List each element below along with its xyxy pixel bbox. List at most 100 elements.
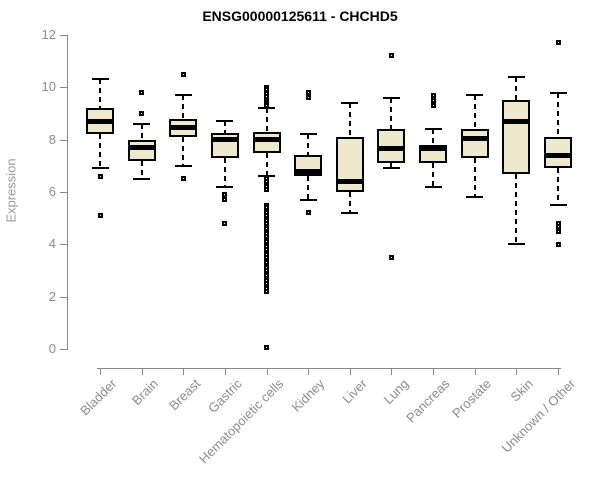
median-line-breast (169, 125, 198, 131)
box-skin (502, 100, 531, 174)
whisker-cap-lower-prostate (466, 196, 484, 199)
category-label-unknown-other: Unknown / Other (498, 376, 578, 456)
whisker-lower-unknown-other (557, 168, 560, 206)
whisker-upper-unknown-other (557, 92, 560, 138)
whisker-cap-lower-unknown-other (549, 204, 567, 207)
box-unknown-other (544, 137, 573, 169)
whisker-cap-upper-prostate (466, 94, 484, 97)
category-label-bladder: Bladder (77, 376, 120, 419)
y-tick (60, 35, 67, 36)
category-label-breast: Breast (165, 376, 203, 414)
whisker-cap-upper-gastric (216, 120, 234, 123)
whisker-upper-brain (140, 123, 143, 140)
category-label-liver: Liver (338, 376, 370, 407)
whisker-cap-lower-skin (507, 243, 525, 246)
category-label-skin: Skin (507, 376, 537, 405)
whisker-cap-lower-brain (133, 177, 151, 180)
y-tick-label: 4 (48, 236, 56, 252)
outlier-point-unknown-other (555, 40, 561, 46)
y-tick (60, 192, 67, 193)
whisker-upper-bladder (99, 79, 101, 109)
whisker-upper-pancreas (432, 129, 435, 145)
y-tick-label: 2 (48, 288, 56, 304)
outlier-point-kidney (305, 90, 311, 96)
whisker-cap-upper-unknown-other (549, 91, 567, 94)
outlier-point-hematopoietic-cells (264, 103, 270, 109)
median-line-lung (377, 146, 406, 152)
x-tick (224, 368, 226, 375)
outlier-point-gastric (222, 192, 228, 198)
y-tick (60, 87, 67, 89)
whisker-cap-lower-pancreas (424, 185, 442, 188)
whisker-cap-lower-gastric (216, 185, 234, 188)
y-tick-label: 0 (48, 341, 56, 356)
outlier-point-lung (388, 53, 394, 59)
whisker-cap-upper-pancreas (424, 128, 442, 131)
outlier-point-pancreas (430, 97, 436, 103)
outlier-point-bladder (97, 173, 103, 179)
median-line-hematopoietic-cells (252, 137, 281, 143)
outlier-point-gastric (222, 220, 228, 226)
x-tick (100, 368, 101, 375)
x-tick (349, 368, 351, 375)
whisker-cap-lower-liver (341, 211, 359, 214)
outlier-point-unknown-other (555, 241, 561, 247)
whisker-cap-upper-breast (174, 94, 192, 97)
whisker-upper-liver (348, 103, 351, 138)
y-tick (60, 296, 67, 298)
y-tick-label: 10 (41, 79, 56, 95)
median-line-skin (502, 118, 531, 124)
y-tick (60, 244, 67, 246)
outlier-point-unknown-other (555, 223, 561, 229)
whisker-cap-upper-bladder (91, 78, 109, 81)
median-line-prostate (460, 135, 489, 141)
outlier-point-brain (139, 111, 145, 116)
whisker-cap-lower-hematopoietic-cells (258, 175, 276, 178)
whisker-cap-lower-lung (382, 167, 400, 170)
outlier-point-pancreas (430, 92, 436, 98)
whisker-upper-kidney (307, 134, 310, 156)
outlier-point-gastric (222, 197, 228, 203)
outlier-point-kidney (305, 95, 311, 101)
median-line-brain (127, 145, 156, 151)
whisker-cap-upper-liver (341, 102, 359, 105)
whisker-upper-gastric (223, 121, 226, 134)
y-tick-label: 6 (48, 184, 56, 199)
whisker-cap-upper-brain (133, 122, 151, 125)
outlier-point-hematopoietic-cells (264, 186, 270, 192)
x-tick (391, 368, 393, 375)
median-line-gastric (210, 137, 239, 143)
box-hematopoietic-cells (252, 131, 281, 153)
x-tick (558, 368, 560, 375)
y-axis-line (67, 35, 68, 350)
whisker-cap-upper-kidney (299, 133, 317, 136)
outlier-point-breast (180, 176, 186, 182)
x-tick (266, 368, 268, 375)
outlier-point-lung (388, 254, 394, 260)
y-tick-label: 12 (41, 27, 56, 42)
whisker-upper-prostate (473, 95, 476, 130)
y-tick (60, 349, 67, 350)
whisker-upper-skin (515, 76, 518, 101)
whisker-cap-upper-skin (507, 75, 525, 78)
x-tick (516, 368, 518, 375)
category-label-kidney: Kidney (289, 376, 328, 415)
box-lung (377, 129, 406, 164)
whisker-lower-kidney (307, 176, 310, 200)
x-tick (433, 368, 435, 375)
x-tick (308, 368, 310, 375)
whisker-lower-brain (140, 160, 143, 179)
whisker-lower-lung (390, 163, 393, 169)
y-axis-label: Expression (3, 158, 19, 223)
x-axis-line (97, 368, 562, 369)
median-line-liver (335, 179, 364, 185)
whisker-cap-upper-lung (382, 96, 400, 99)
category-label-brain: Brain (129, 376, 162, 409)
x-tick (141, 368, 143, 375)
whisker-upper-lung (390, 97, 393, 130)
box-prostate (460, 129, 489, 158)
whisker-lower-breast (182, 137, 185, 166)
box-brain (127, 139, 156, 161)
median-line-bladder (86, 118, 114, 124)
